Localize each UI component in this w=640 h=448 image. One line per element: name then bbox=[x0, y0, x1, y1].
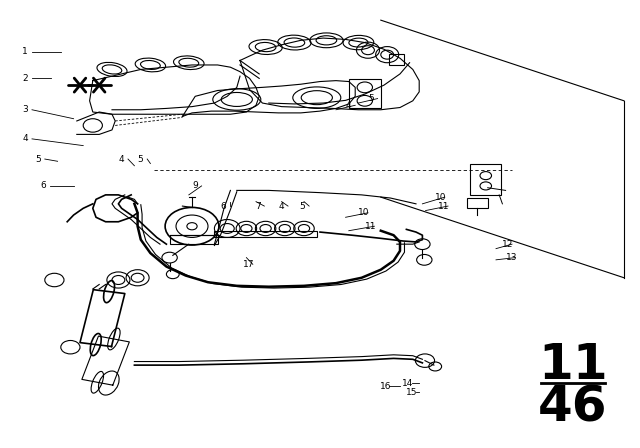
Bar bbox=[467, 198, 488, 208]
Text: 4: 4 bbox=[22, 134, 28, 143]
Text: 1: 1 bbox=[22, 47, 28, 56]
Text: 2: 2 bbox=[22, 74, 28, 83]
Text: 5: 5 bbox=[35, 155, 41, 164]
Text: 10: 10 bbox=[435, 193, 447, 202]
Text: 4: 4 bbox=[346, 101, 351, 110]
Text: 9: 9 bbox=[192, 181, 198, 190]
Text: 15: 15 bbox=[406, 388, 418, 396]
Bar bbox=[170, 235, 218, 244]
Text: 6: 6 bbox=[221, 202, 227, 211]
Text: 13: 13 bbox=[506, 253, 517, 262]
Bar bbox=[470, 164, 501, 195]
Text: 11: 11 bbox=[365, 222, 376, 231]
Text: 11: 11 bbox=[538, 341, 607, 389]
Text: 5: 5 bbox=[368, 94, 374, 103]
Text: 16: 16 bbox=[380, 382, 391, 391]
Text: 17: 17 bbox=[243, 260, 255, 269]
Text: 12: 12 bbox=[502, 240, 514, 249]
Bar bbox=[389, 54, 404, 65]
Text: 14: 14 bbox=[402, 379, 413, 388]
Bar bbox=[349, 79, 381, 108]
Text: 5: 5 bbox=[300, 202, 305, 211]
Text: 5: 5 bbox=[138, 155, 143, 164]
Text: 10: 10 bbox=[358, 208, 370, 217]
Text: 7: 7 bbox=[255, 202, 260, 211]
Text: 4: 4 bbox=[118, 155, 124, 164]
Text: 4: 4 bbox=[278, 202, 284, 211]
Text: 3: 3 bbox=[22, 105, 28, 114]
Text: 11: 11 bbox=[438, 202, 450, 211]
Text: 6: 6 bbox=[40, 181, 46, 190]
Bar bbox=[214, 231, 317, 237]
Text: 46: 46 bbox=[538, 383, 607, 432]
